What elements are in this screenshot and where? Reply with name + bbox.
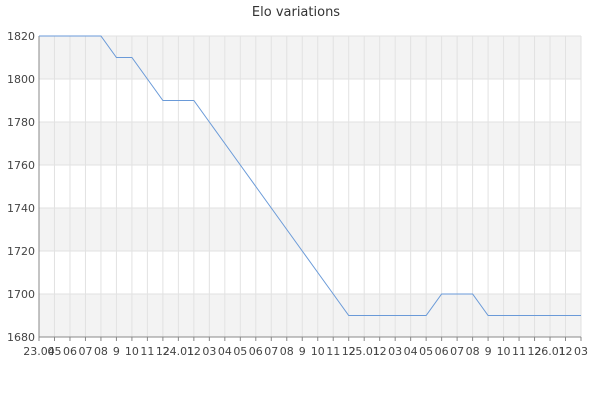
x-tick-label: 12 [187, 345, 201, 358]
x-tick-label: 08 [280, 345, 294, 358]
x-tick-label: 04 [218, 345, 232, 358]
x-tick-label: 07 [264, 345, 278, 358]
y-tick-label: 1780 [7, 116, 35, 129]
x-tick-label: 26.01 [534, 345, 566, 358]
x-tick-label: 04 [404, 345, 418, 358]
x-tick-label: 9 [485, 345, 492, 358]
x-tick-label: 12 [528, 345, 542, 358]
x-tick-label: 07 [450, 345, 464, 358]
y-tick-label: 1800 [7, 73, 35, 86]
x-tick-label: 23.04 [23, 345, 55, 358]
x-tick-label: 11 [326, 345, 340, 358]
y-tick-label: 1700 [7, 288, 35, 301]
x-tick-label: 25.01 [348, 345, 380, 358]
y-tick-label: 1720 [7, 245, 35, 258]
x-tick-label: 12 [342, 345, 356, 358]
x-tick-label: 06 [249, 345, 263, 358]
x-tick-label: 10 [125, 345, 139, 358]
x-tick-label: 06 [435, 345, 449, 358]
chart-title: Elo variations [252, 5, 340, 20]
x-tick-label: 12 [156, 345, 170, 358]
x-tick-label: 06 [63, 345, 77, 358]
x-tick-label: 24.01 [163, 345, 195, 358]
plot-band [39, 208, 581, 251]
x-tick-label: 07 [78, 345, 92, 358]
y-tick-label: 1680 [7, 331, 35, 344]
x-tick-label: 12 [559, 345, 573, 358]
x-tick-label: 9 [113, 345, 120, 358]
y-tick-label: 1740 [7, 202, 35, 215]
x-tick-label: 9 [299, 345, 306, 358]
x-tick-label: 03 [202, 345, 216, 358]
x-tick-label: 11 [512, 345, 526, 358]
y-tick-label: 1760 [7, 159, 35, 172]
x-tick-label: 12 [373, 345, 387, 358]
x-tick-label: 10 [497, 345, 511, 358]
plot-bands [39, 36, 581, 337]
series-line [39, 35, 581, 316]
x-tick-label: 10 [311, 345, 325, 358]
x-tick-label: 03 [574, 345, 588, 358]
x-tick-label: 05 [419, 345, 433, 358]
x-tick-label: 05 [233, 345, 247, 358]
x-tick-label: 05 [47, 345, 61, 358]
y-tick-labels: 1680 1700 1720 1740 1760 1780 1800 1820 [7, 30, 35, 344]
y-tick-label: 1820 [7, 30, 35, 43]
x-tick-label: 03 [388, 345, 402, 358]
axes [38, 36, 582, 341]
x-tick-label: 11 [140, 345, 154, 358]
x-tick-label: 08 [94, 345, 108, 358]
plot-band [39, 122, 581, 165]
series-layer [39, 35, 581, 316]
grid-lines [38, 35, 582, 338]
x-tick-label: 08 [466, 345, 480, 358]
